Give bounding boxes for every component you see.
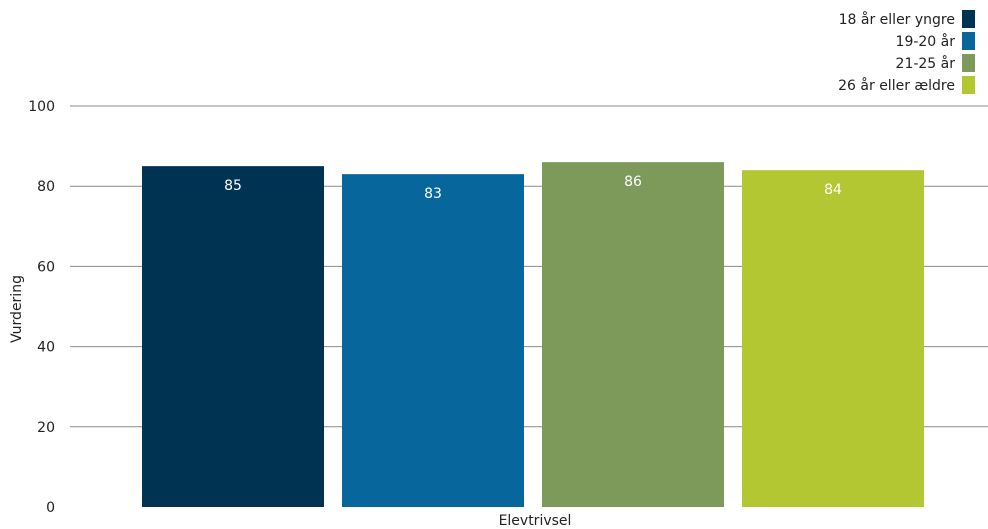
- data-label: 85: [224, 178, 242, 194]
- legend-swatch: [962, 76, 975, 94]
- data-label: 84: [824, 182, 842, 198]
- legend: 18 år eller yngre 19-20 år 21-25 år 26 år e…: [838, 10, 975, 94]
- y-tick-label: 0: [46, 500, 55, 516]
- legend-label: 26 år eller ældre: [838, 77, 955, 94]
- y-axis-ticks: 0 20 40 60 80 100: [28, 99, 55, 516]
- legend-swatch: [962, 10, 975, 28]
- y-tick-label: 80: [37, 179, 55, 195]
- legend-label: 21-25 år: [896, 55, 956, 72]
- y-axis-label: Vurdering: [9, 275, 25, 343]
- bar: [742, 170, 924, 507]
- bars: [142, 162, 924, 508]
- y-tick-label: 40: [37, 340, 55, 356]
- bar: [342, 174, 524, 508]
- x-axis-label: Elevtrivsel: [499, 513, 572, 529]
- data-labels: 85 83 86 84: [224, 174, 842, 202]
- data-label: 83: [424, 186, 442, 202]
- bar: [542, 162, 724, 507]
- legend-label: 18 år eller yngre: [839, 11, 955, 28]
- y-tick-label: 100: [28, 99, 55, 115]
- legend-label: 19-20 år: [896, 33, 956, 50]
- bar: [142, 166, 324, 507]
- y-tick-label: 60: [37, 259, 55, 275]
- data-label: 86: [624, 174, 642, 190]
- legend-swatch: [962, 32, 975, 50]
- legend-swatch: [962, 54, 975, 72]
- y-tick-label: 20: [37, 420, 55, 436]
